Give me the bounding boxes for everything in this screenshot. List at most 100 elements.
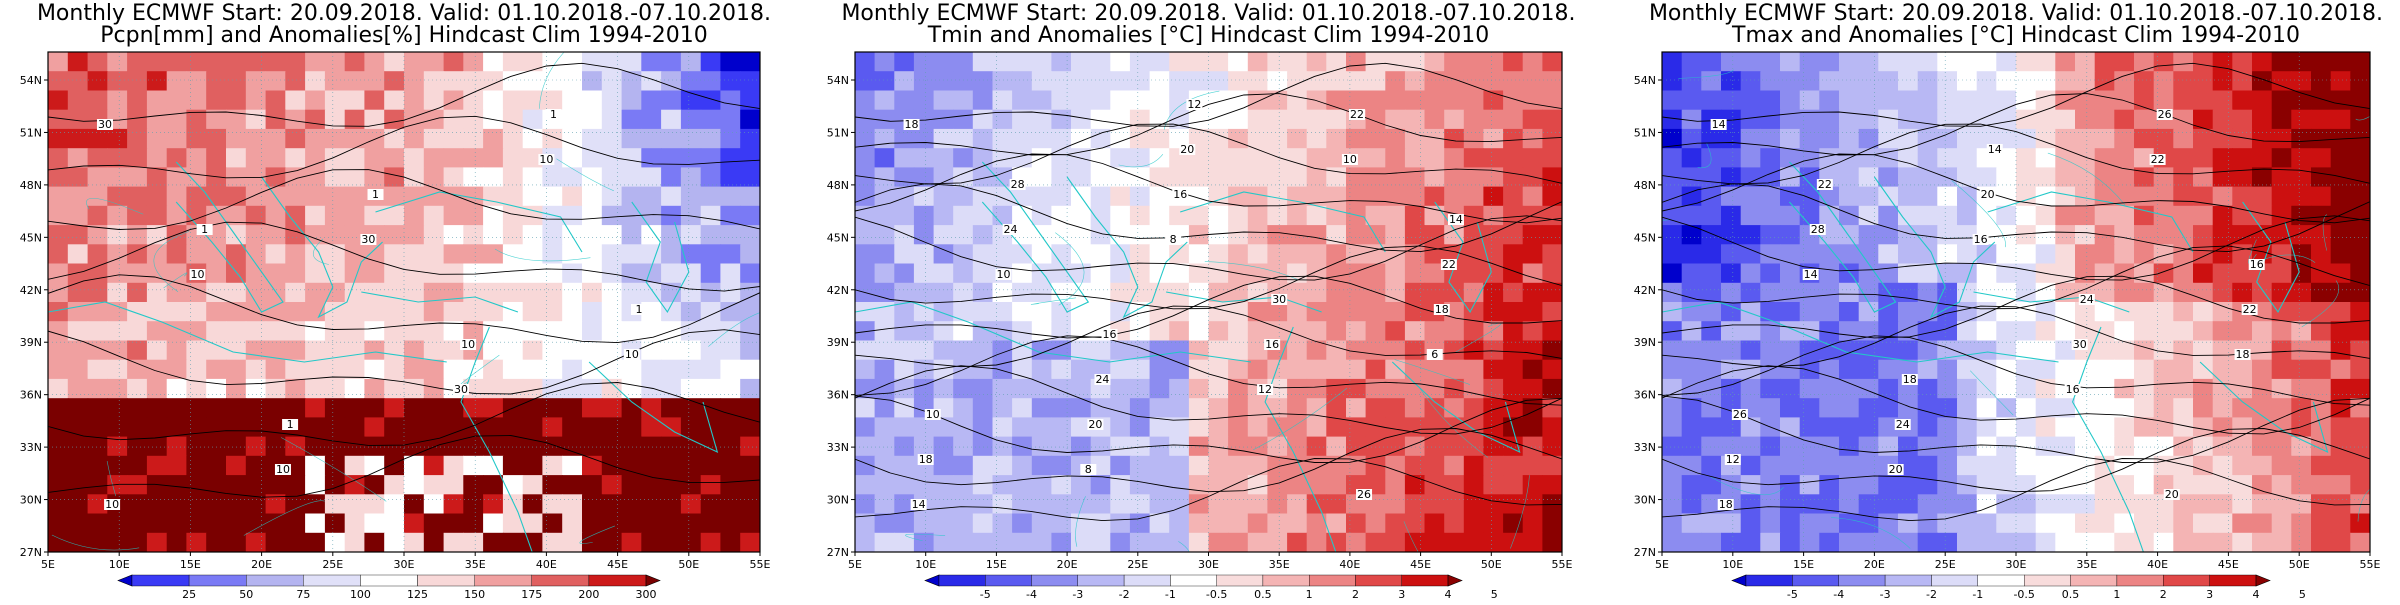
colorbar-tick-label: 3 <box>1398 588 1405 600</box>
longitude-label: 15E <box>1793 558 1814 571</box>
latitude-label: 36N <box>827 389 849 402</box>
contour-label: 18 <box>1435 303 1449 316</box>
contour-label: 22 <box>1442 258 1456 271</box>
anomaly-field: 30 30 10 10 10 10 30 10 1 1 1 1 1 10 <box>48 52 760 552</box>
latitude-label: 54N <box>1634 74 1656 87</box>
latitude-label: 54N <box>20 74 42 87</box>
contour-label: 20 <box>1889 463 1903 476</box>
contour-label: 10 <box>625 348 639 361</box>
anomaly-field: 14 16 18 20 22 14 16 18 20 22 24 26 28 30 12 14 16 18 20 22… <box>1662 52 2370 552</box>
longitude-label: 10E <box>109 558 130 571</box>
contour-label: 10 <box>461 338 475 351</box>
latitude-label: 51N <box>1634 126 1656 139</box>
contour-label: 16 <box>2066 383 2080 396</box>
colorbar: 25 50 75 100 125 150 175 200 300 <box>117 574 661 601</box>
longitude-label: 5E <box>41 558 55 571</box>
longitude-label: 25E <box>1127 558 1148 571</box>
contour-label: 28 <box>1811 223 1825 236</box>
contour-label: 10 <box>1343 153 1357 166</box>
longitude-label: 55E <box>1552 558 1573 571</box>
contour-label: 12 <box>1258 383 1272 396</box>
latitude-label: 48N <box>1634 179 1656 192</box>
latitude-label: 33N <box>20 441 42 454</box>
longitude-label: 20E <box>1864 558 1885 571</box>
longitude-label: 40E <box>536 558 557 571</box>
contour-label: 1 <box>372 188 379 201</box>
contour-label: 16 <box>1173 188 1187 201</box>
contour-label: 14 <box>1449 213 1463 226</box>
latitude-labels: 54N 51N 48N 45N 42N 39N 36N 33N 30N 27N <box>827 74 855 559</box>
longitude-label: 25E <box>1935 558 1956 571</box>
colorbar-tick-label: 1 <box>1306 588 1313 600</box>
contour-label: 30 <box>2073 338 2087 351</box>
latitude-label: 51N <box>827 126 849 139</box>
contour-label: 14 <box>1712 118 1726 131</box>
contour-label: 14 <box>1988 143 2002 156</box>
latitude-label: 39N <box>827 336 849 349</box>
colorbar-tick-label: -3 <box>1880 588 1891 600</box>
longitude-label: 40E <box>1339 558 1360 571</box>
longitude-label: 50E <box>678 558 699 571</box>
climatology-contours <box>1662 62 2370 522</box>
contour-label: 10 <box>105 498 119 511</box>
contour-label: 22 <box>1818 178 1832 191</box>
colorbar-tick-label: 300 <box>636 588 657 600</box>
longitude-label: 5E <box>1655 558 1669 571</box>
contour-label: 10 <box>996 268 1010 281</box>
longitude-label: 30E <box>1198 558 1219 571</box>
longitude-label: 15E <box>180 558 201 571</box>
longitude-label: 35E <box>1269 558 1290 571</box>
contour-label: 10 <box>191 268 205 281</box>
latitude-label: 27N <box>20 546 42 559</box>
contour-label: 18 <box>905 118 919 131</box>
contour-label: 1 <box>287 418 294 431</box>
colorbar: -5 -4 -3 -2 -1 -0.5 0.5 1 2 3 4 5 <box>924 574 1498 601</box>
contour-label: 14 <box>912 498 926 511</box>
colorbar-tick-label: 150 <box>464 588 485 600</box>
contour-labels: 30 30 10 10 10 10 30 10 1 1 1 1 1 10 <box>96 108 647 511</box>
panel-title-line2: Tmax and Anomalies [°C] Hindcast Clim 19… <box>1731 23 2300 48</box>
contour-label: 24 <box>1095 373 1109 386</box>
colorbar-tick-label: 100 <box>350 588 371 600</box>
longitude-label: 35E <box>2076 558 2097 571</box>
colorbar-tick-label: 0.5 <box>2062 588 2080 600</box>
longitude-label: 10E <box>915 558 936 571</box>
colorbar-tick-label: -0.5 <box>1206 588 1227 600</box>
longitude-label: 20E <box>251 558 272 571</box>
longitude-label: 40E <box>2147 558 2168 571</box>
contour-labels: 14 16 18 20 22 14 16 18 20 22 24 26 28 30 12 14 16 18 20 22… <box>1710 108 2265 511</box>
contour-label: 30 <box>454 383 468 396</box>
graticule <box>48 52 760 552</box>
panel-title-line1: Monthly ECMWF Start: 20.09.2018. Valid: … <box>37 1 771 26</box>
contour-label: 30 <box>1272 293 1286 306</box>
colorbar-tick-label: -2 <box>1926 588 1937 600</box>
colorbar-tick-label: 50 <box>239 588 253 600</box>
panel-title-line2: Pcpn[mm] and Anomalies[%] Hindcast Clim … <box>100 23 707 48</box>
contour-label: 12 <box>1726 453 1740 466</box>
colorbar-tick-label: 0.5 <box>1254 588 1272 600</box>
contour-label: 20 <box>2165 488 2179 501</box>
country-borders <box>1662 69 2370 549</box>
contour-label: 22 <box>2151 153 2165 166</box>
contour-label: 1 <box>201 223 208 236</box>
contour-label: 6 <box>1431 348 1438 361</box>
contour-label: 18 <box>1719 498 1733 511</box>
coastlines <box>855 161 1521 552</box>
latitude-label: 36N <box>1634 389 1656 402</box>
latitude-label: 45N <box>827 231 849 244</box>
longitude-label: 45E <box>1410 558 1431 571</box>
latitude-label: 48N <box>827 179 849 192</box>
graticule <box>1662 52 2370 552</box>
latitude-labels: 54N 51N 48N 45N 42N 39N 36N 33N 30N 27N <box>20 74 48 559</box>
latitude-label: 36N <box>20 389 42 402</box>
longitude-label: 30E <box>2006 558 2027 571</box>
contour-label: 18 <box>1903 373 1917 386</box>
colorbar-tick-label: -0.5 <box>2013 588 2034 600</box>
latitude-label: 30N <box>20 494 42 507</box>
longitude-labels: 5E 10E 15E 20E 25E 30E 35E 40E 45E 50E 55E <box>41 552 771 571</box>
colorbar-tick-label: -4 <box>1026 588 1037 600</box>
longitude-label: 50E <box>2289 558 2310 571</box>
anomaly-field: 18 8 6 8 10 10 12 14 16 18 20 22 24 16 18 20 22 24 26 28 30 1… <box>855 52 1562 552</box>
longitude-label: 55E <box>750 558 771 571</box>
